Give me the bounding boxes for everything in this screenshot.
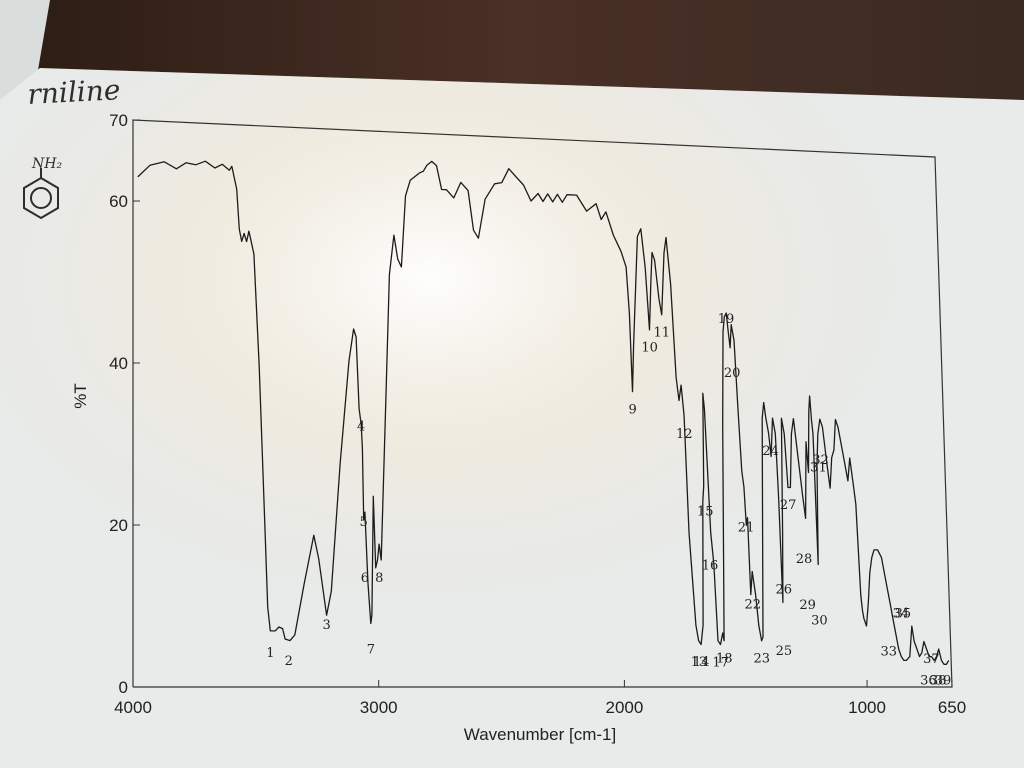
peak-label: 4 bbox=[357, 420, 365, 435]
peak-label: 36 bbox=[920, 673, 937, 688]
peak-label: 2 bbox=[285, 654, 293, 669]
paper-glare bbox=[0, 68, 1024, 768]
ring-hexagon bbox=[23, 176, 59, 220]
peak-label: 25 bbox=[776, 644, 793, 659]
peak-label: 33 bbox=[880, 644, 897, 659]
peak-label: 1 bbox=[266, 646, 274, 661]
peak-label: 14 bbox=[693, 655, 710, 670]
peak-label: 39 bbox=[935, 673, 952, 688]
x-axis-ticks: 4000 3000 2000 1000 650 bbox=[114, 680, 966, 717]
y-axis-ticks: 0 20 40 60 70 bbox=[109, 111, 140, 697]
peak-label: 34 bbox=[893, 606, 910, 621]
ring-aromatic-circle bbox=[30, 187, 52, 209]
peak-label: 23 bbox=[754, 652, 771, 667]
peak-label: 6 bbox=[361, 571, 369, 586]
peak-label: 17 bbox=[712, 655, 729, 670]
peak-label: 13 bbox=[691, 655, 708, 670]
peak-label: 30 bbox=[811, 613, 828, 628]
peak-label: 26 bbox=[776, 583, 793, 598]
peak-label: 35 bbox=[895, 606, 912, 621]
y-tick-label: 0 bbox=[119, 678, 128, 697]
y-tick-label: 60 bbox=[109, 192, 128, 211]
peak-label: 9 bbox=[629, 402, 637, 417]
peak-label: 31 bbox=[810, 460, 827, 475]
x-tick-label: 2000 bbox=[605, 698, 643, 717]
peak-label: 37 bbox=[923, 652, 940, 667]
x-tick-label: 1000 bbox=[848, 698, 886, 717]
benzene-ring-drawing bbox=[23, 168, 59, 220]
handwritten-compound-name: rniline bbox=[27, 73, 121, 111]
spectrum-trace bbox=[137, 160, 950, 665]
peak-label: 20 bbox=[724, 366, 741, 381]
peak-label: 11 bbox=[654, 326, 671, 341]
y-tick-label: 40 bbox=[109, 354, 128, 373]
peak-label: 16 bbox=[702, 559, 719, 574]
peak-label: 3 bbox=[322, 618, 330, 633]
peak-labels: 1234567891011121314151617181920212223242… bbox=[266, 312, 951, 688]
x-axis-label: Wavenumber [cm-1] bbox=[464, 725, 616, 744]
handwritten-formula-label: NH₂ bbox=[31, 156, 62, 172]
peak-label: 24 bbox=[762, 444, 779, 459]
peak-label: 21 bbox=[738, 521, 755, 536]
peak-label: 15 bbox=[697, 505, 714, 520]
x-tick-label: 4000 bbox=[114, 698, 152, 717]
peak-label: 8 bbox=[375, 571, 383, 586]
peak-label: 32 bbox=[812, 453, 829, 468]
peak-label: 28 bbox=[796, 552, 813, 567]
peak-label: 19 bbox=[718, 312, 735, 327]
peak-label: 10 bbox=[641, 341, 658, 356]
peak-label: 12 bbox=[676, 427, 693, 442]
peak-label: 38 bbox=[930, 673, 947, 688]
peak-label: 29 bbox=[799, 598, 816, 613]
x-tick-label: 3000 bbox=[360, 698, 398, 717]
peak-label: 22 bbox=[744, 598, 761, 613]
y-tick-label: 20 bbox=[109, 516, 128, 535]
page-under bbox=[0, 0, 50, 110]
peak-label: 18 bbox=[716, 651, 733, 666]
peak-label: 5 bbox=[360, 515, 368, 530]
y-axis-label: %T bbox=[71, 383, 90, 409]
peak-label: 7 bbox=[367, 642, 375, 657]
plot-frame bbox=[132, 119, 953, 688]
peak-label: 27 bbox=[780, 498, 797, 513]
x-tick-label: 650 bbox=[938, 698, 966, 717]
y-tick-label: 70 bbox=[109, 111, 128, 130]
